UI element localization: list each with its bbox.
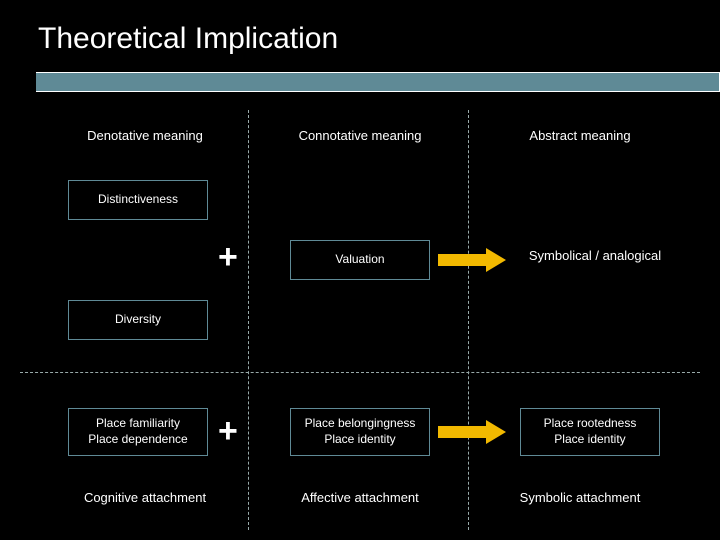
col-header-connotative: Connotative meaning bbox=[265, 128, 455, 143]
label-symbolic: Symbolic attachment bbox=[490, 490, 670, 505]
col-header-denotative: Denotative meaning bbox=[60, 128, 230, 143]
box-diversity: Diversity bbox=[68, 300, 208, 340]
box-place-fam-dep: Place familiarity Place dependence bbox=[68, 408, 208, 456]
label-affective: Affective attachment bbox=[265, 490, 455, 505]
arrow-top bbox=[438, 248, 506, 272]
box-place-fam-dep-text: Place familiarity Place dependence bbox=[88, 416, 187, 447]
v-divider-2 bbox=[468, 110, 469, 530]
plus-top: + bbox=[218, 238, 238, 277]
label-symbolical: Symbolical / analogical bbox=[520, 248, 670, 265]
arrow-bottom bbox=[438, 420, 506, 444]
box-place-root-id-text: Place rootedness Place identity bbox=[544, 416, 637, 447]
box-place-root-id: Place rootedness Place identity bbox=[520, 408, 660, 456]
box-place-belong-id-text: Place belongingness Place identity bbox=[305, 416, 416, 447]
box-place-belong-id: Place belongingness Place identity bbox=[290, 408, 430, 456]
box-distinctiveness: Distinctiveness bbox=[68, 180, 208, 220]
col-header-abstract: Abstract meaning bbox=[490, 128, 670, 143]
v-divider-1 bbox=[248, 110, 249, 530]
box-valuation: Valuation bbox=[290, 240, 430, 280]
label-symbolical-text: Symbolical / analogical bbox=[529, 248, 661, 263]
page-title: Theoretical Implication bbox=[38, 22, 338, 56]
plus-bottom: + bbox=[218, 412, 238, 451]
h-divider bbox=[20, 372, 700, 373]
accent-bar-notch bbox=[0, 72, 36, 92]
label-cognitive: Cognitive attachment bbox=[60, 490, 230, 505]
accent-bar bbox=[0, 72, 720, 92]
